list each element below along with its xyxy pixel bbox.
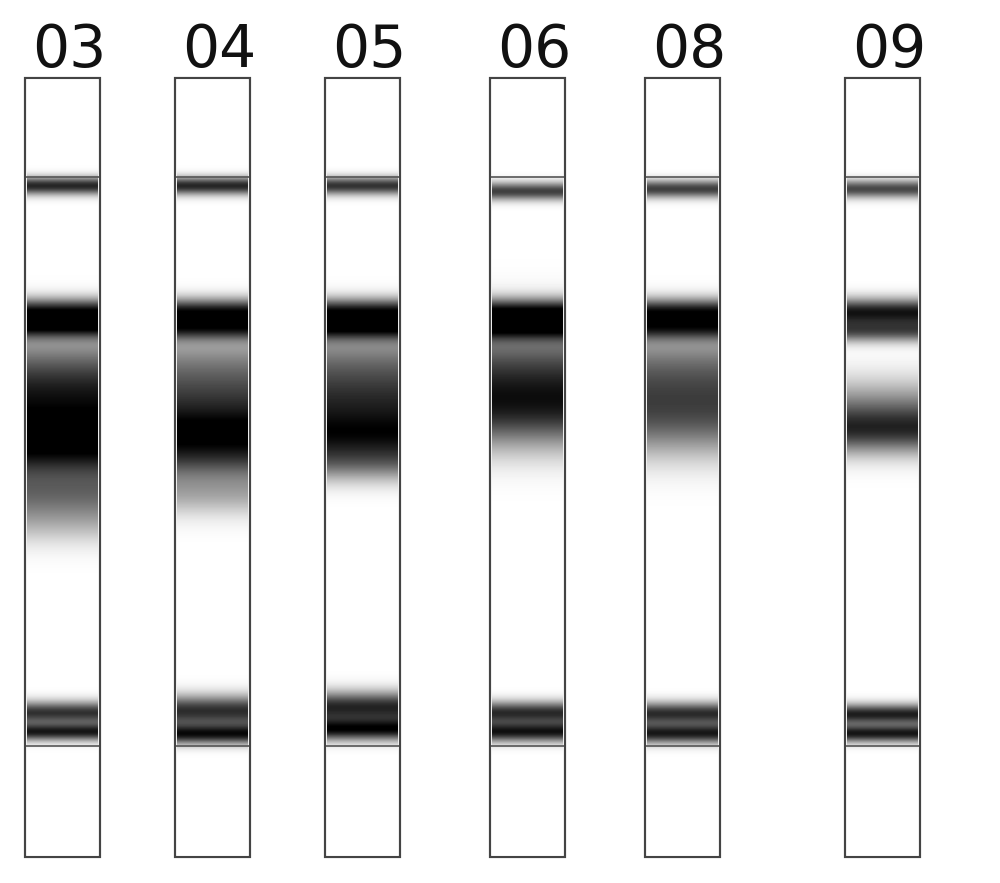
Bar [490, 78, 565, 857]
Bar [25, 78, 100, 857]
Bar [25, 78, 100, 857]
Text: 08: 08 [652, 22, 727, 79]
Bar [845, 78, 920, 857]
Bar [645, 78, 720, 857]
Bar [325, 78, 400, 857]
Bar [845, 78, 920, 857]
Text: 06: 06 [498, 22, 572, 79]
Bar [645, 78, 720, 857]
Text: 09: 09 [852, 22, 927, 79]
Bar [175, 78, 250, 857]
Text: 05: 05 [332, 22, 407, 79]
Bar [490, 78, 565, 857]
Text: 03: 03 [32, 22, 107, 79]
Text: 04: 04 [182, 22, 257, 79]
Bar [175, 78, 250, 857]
Bar [325, 78, 400, 857]
